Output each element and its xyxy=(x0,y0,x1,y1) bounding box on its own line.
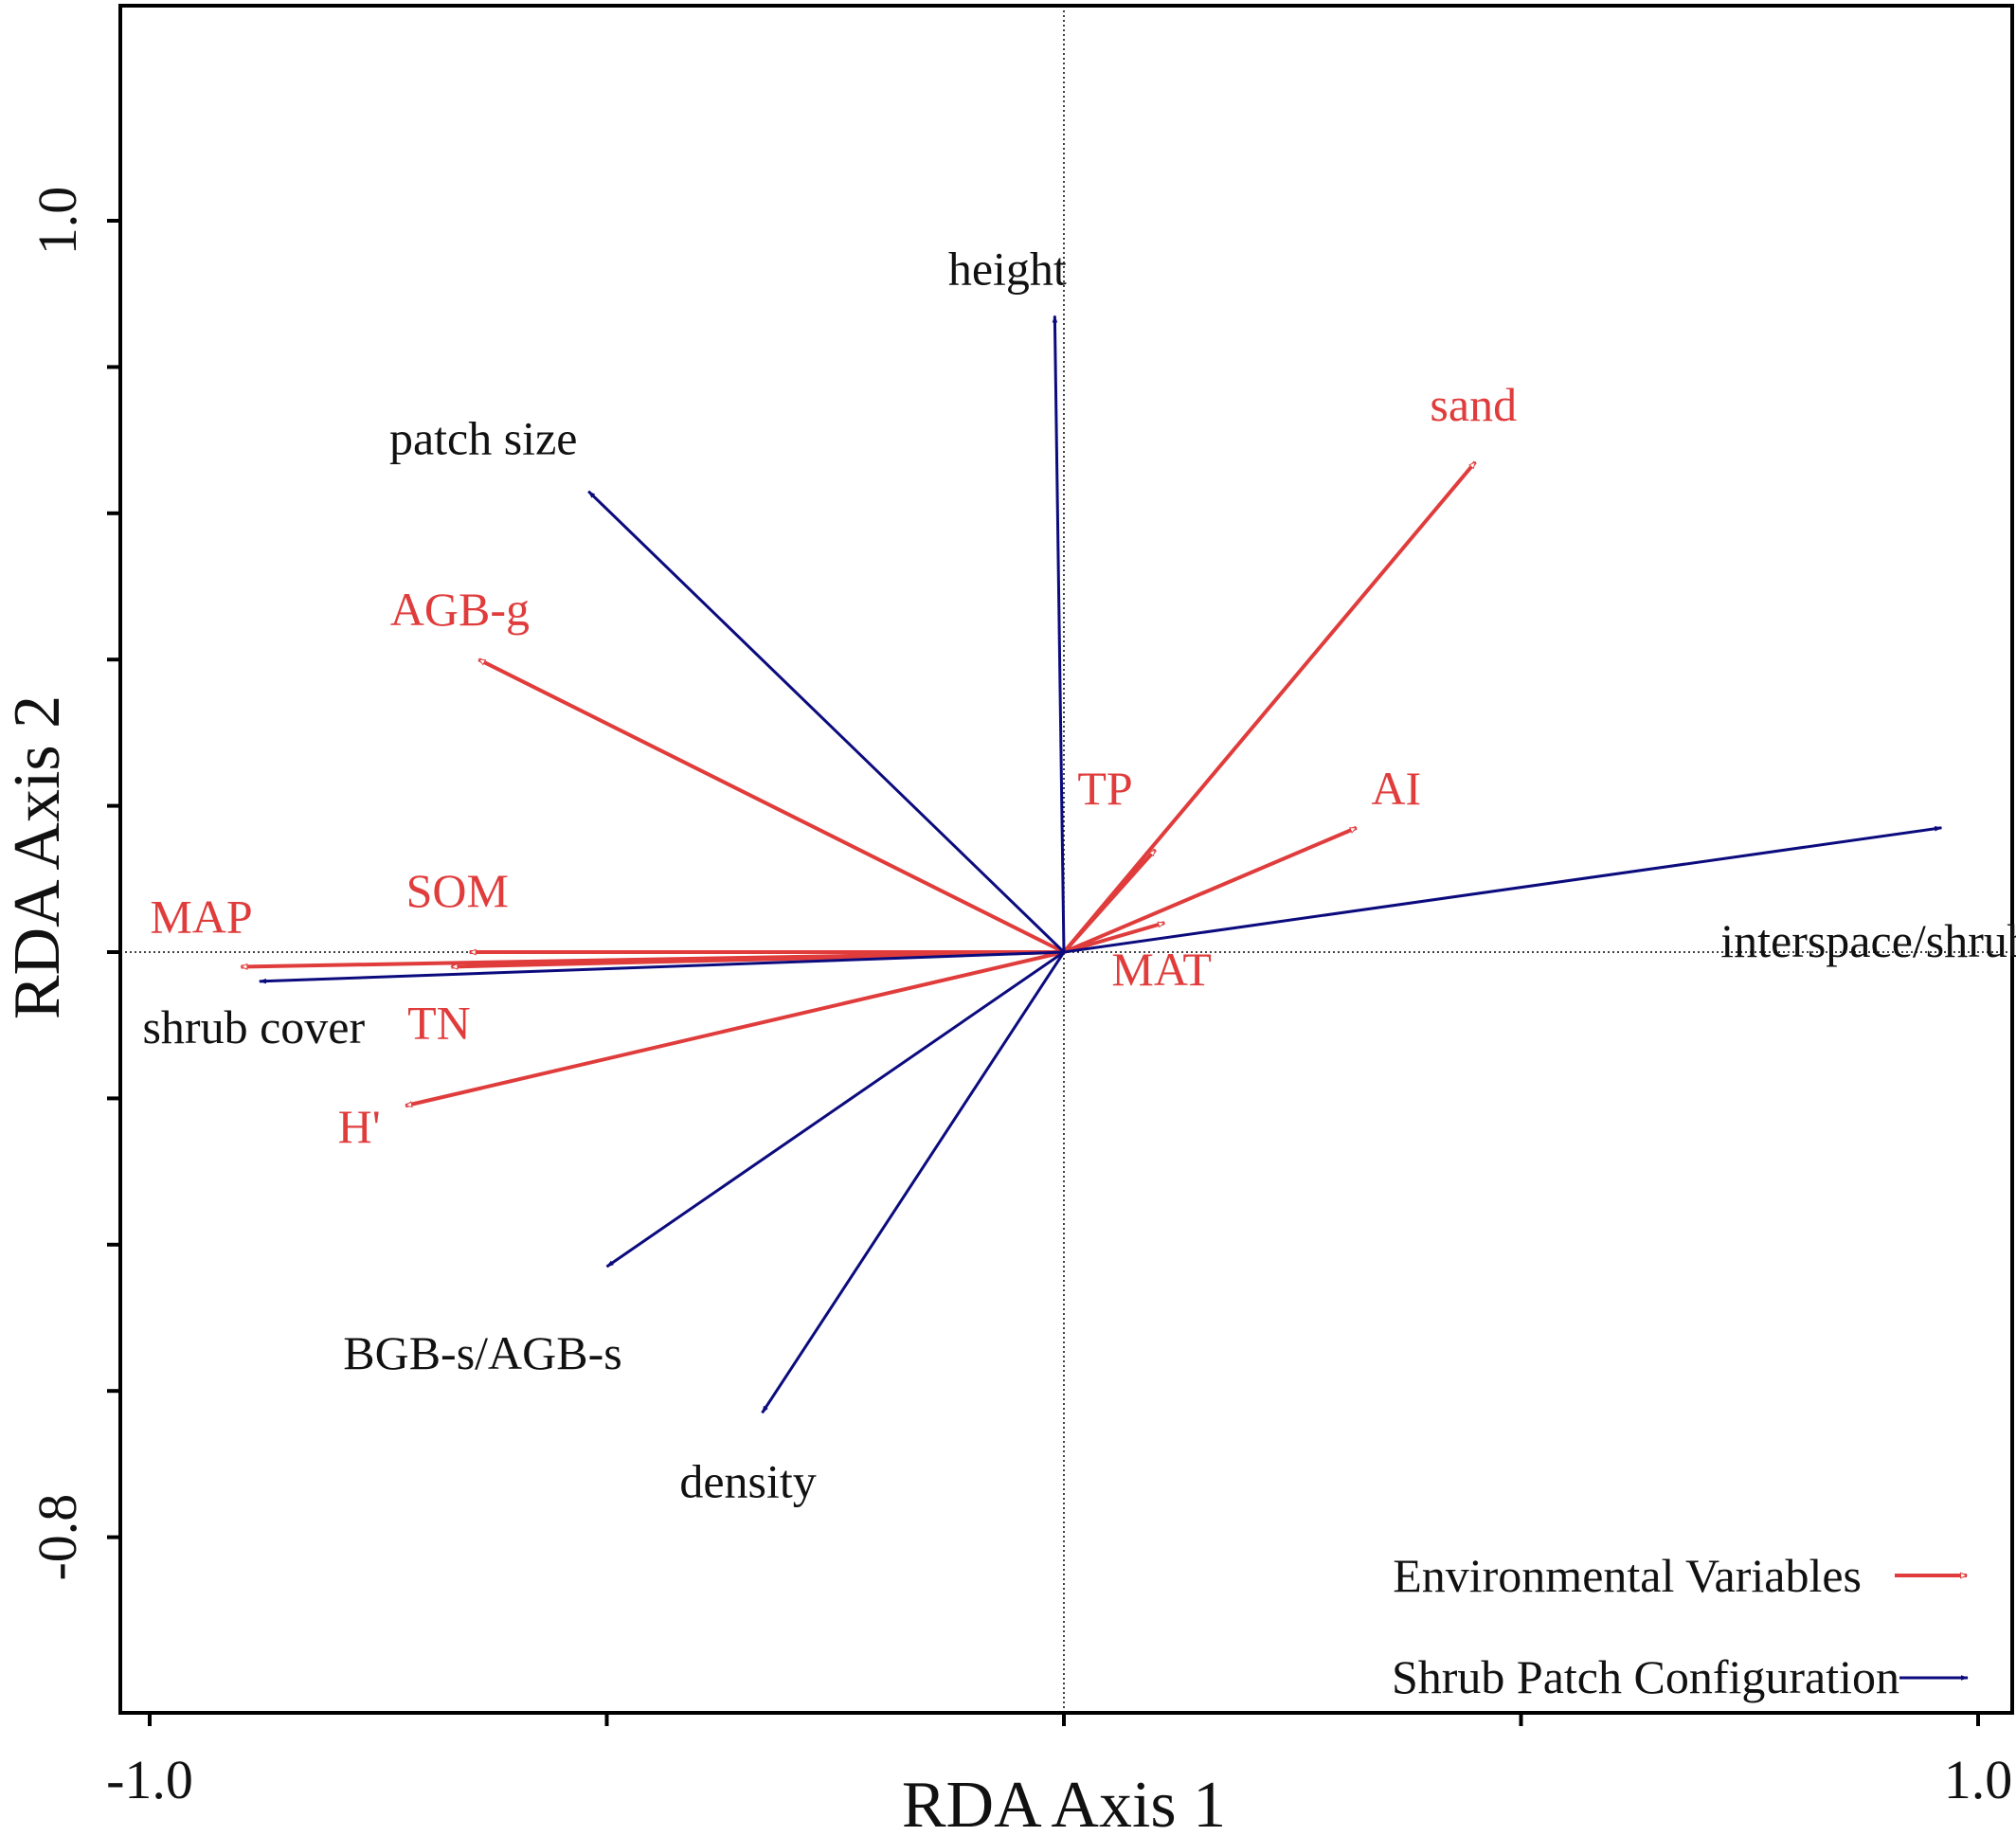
legend: Environmental Variables Shrub Patch Conf… xyxy=(1392,1549,1969,1703)
vector-arrow-patch-size xyxy=(587,490,1066,954)
vector-label-bgb-s-agb-s: BGB-s/AGB-s xyxy=(343,1326,621,1379)
vector-label-density: density xyxy=(679,1454,816,1507)
legend-environmental-variables: Environmental Variables xyxy=(1393,1549,1862,1602)
x-tick-label: 1.0 xyxy=(1944,1749,2013,1810)
vector-arrow-density xyxy=(761,951,1066,1414)
vector-label-height: height xyxy=(948,242,1067,295)
plot-frame xyxy=(118,4,2014,1715)
y-axis-title: RDA Axis 2 xyxy=(1,695,74,1019)
vector-arrow-sand xyxy=(1062,460,1477,954)
vector-label-h: H' xyxy=(338,1100,381,1153)
vector-label-som: SOM xyxy=(406,864,509,917)
x-axis-title: RDA Axis 1 xyxy=(902,1769,1226,1836)
vector-label-patch-size: patch size xyxy=(389,412,578,465)
vector-label-interspace-shrub-radius: interspace/shrub radius xyxy=(1720,914,2016,967)
vector-label-mat: MAT xyxy=(1111,943,1212,996)
vector-label-agb-g: AGB-g xyxy=(390,583,530,636)
vector-arrow-bgb-s-agb-s xyxy=(605,950,1065,1269)
vector-label-sand: sand xyxy=(1430,378,1517,431)
biplot-vector-labels: sand AI TP MAT AGB-g SOM TN MAP H' height patch si… xyxy=(142,242,2016,1507)
vector-arrow-height xyxy=(1052,315,1066,953)
vector-arrow-map xyxy=(242,950,1065,966)
vector-arrow-interspace-shrub-radius xyxy=(1063,825,1943,954)
vector-arrow-agb-g xyxy=(478,657,1065,954)
axis-ticks xyxy=(107,219,1980,1726)
vector-label-shrub-cover: shrub cover xyxy=(142,1000,365,1053)
vector-arrow-h xyxy=(405,950,1065,1108)
vector-arrow-tp xyxy=(1062,848,1157,954)
vector-label-ai: AI xyxy=(1371,762,1421,815)
axis-tick-labels: -1.0 1.0 1.0 -0.8 xyxy=(27,187,2012,1810)
vector-arrow-mat xyxy=(1063,921,1164,954)
vector-label-tn: TN xyxy=(407,996,471,1049)
biplot-vectors xyxy=(242,315,1943,1414)
vector-label-map: MAP xyxy=(150,890,252,943)
y-tick-label: 1.0 xyxy=(27,187,88,256)
vector-label-tp: TP xyxy=(1077,762,1132,815)
legend-shrub-patch-configuration: Shrub Patch Configuration xyxy=(1392,1650,1899,1703)
vector-arrow-shrub-cover xyxy=(259,950,1065,984)
x-tick-label: -1.0 xyxy=(106,1749,193,1810)
y-tick-label: -0.8 xyxy=(27,1494,88,1581)
vector-arrow-ai xyxy=(1063,825,1357,954)
